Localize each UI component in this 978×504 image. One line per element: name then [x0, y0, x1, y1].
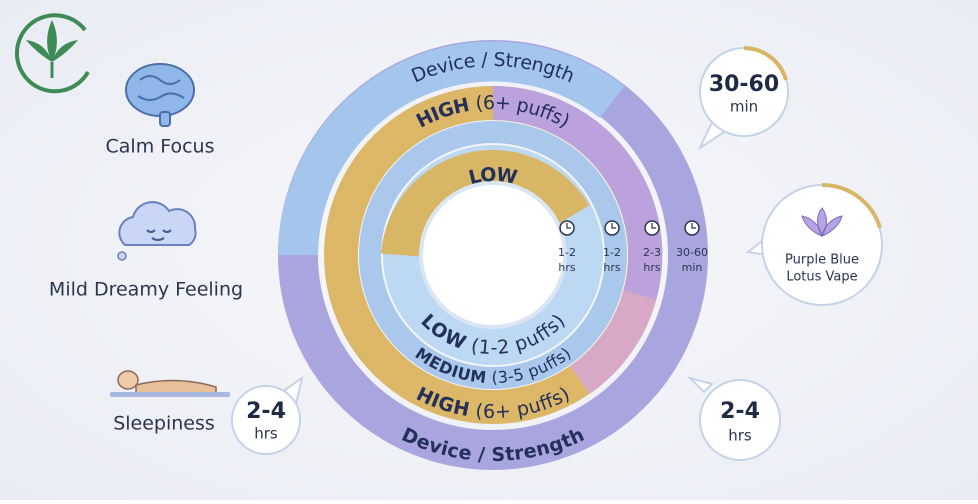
bubble-value: 30-60 [709, 72, 779, 97]
duration-unit: hrs [603, 261, 620, 274]
inner-top-path: LOW [466, 163, 519, 189]
duration-value: 1-2 [603, 246, 621, 259]
low-segment [381, 150, 590, 258]
left-bubble: 2-4 hrs [231, 375, 304, 455]
center [421, 183, 565, 327]
effect-label: Calm Focus [106, 136, 215, 158]
clock-hand [566, 223, 571, 229]
duration-unit: min [682, 261, 703, 274]
duration-unit: hrs [643, 261, 660, 274]
bubble-value: 2-4 [246, 399, 286, 424]
effect-label: Mild Dreamy Feeling [49, 279, 243, 301]
product-line: Lotus Vape [786, 270, 857, 285]
clock-hand [611, 223, 616, 229]
product-bubble: Purple Blue Lotus Vape [745, 182, 883, 306]
bubble-unit: hrs [254, 425, 278, 443]
product-line: Purple Blue [785, 253, 859, 268]
bubble-value: 2-4 [720, 399, 760, 424]
high-ring-purple [492, 85, 663, 300]
duration-value: 30-60 [676, 246, 708, 259]
effect-label: Sleepiness [113, 413, 215, 435]
high-ring-pink [569, 290, 657, 394]
bubble-unit: hrs [728, 427, 752, 445]
inner-top-label: LOW [466, 163, 519, 189]
onset-bubble: 30-60 min [697, 46, 789, 151]
center-rim [419, 181, 567, 329]
duration-unit: hrs [558, 261, 575, 274]
clock-hand [651, 223, 656, 229]
duration-value: 2-3 [643, 246, 661, 259]
cloud-icon [117, 201, 197, 261]
medium-ring [359, 121, 627, 389]
logo [15, 13, 90, 94]
clock-hand [691, 223, 696, 229]
duration-value: 1-2 [558, 246, 576, 259]
outer-ring-top [278, 41, 625, 256]
bubble-unit: min [730, 98, 758, 116]
durations: 1-2 hrs 1-2 hrs 2-3 hrs 30-60 min [558, 220, 708, 274]
right-bubble: 2-4 hrs [686, 376, 781, 461]
sleep-icon [110, 370, 230, 397]
brain-icon [125, 63, 195, 127]
